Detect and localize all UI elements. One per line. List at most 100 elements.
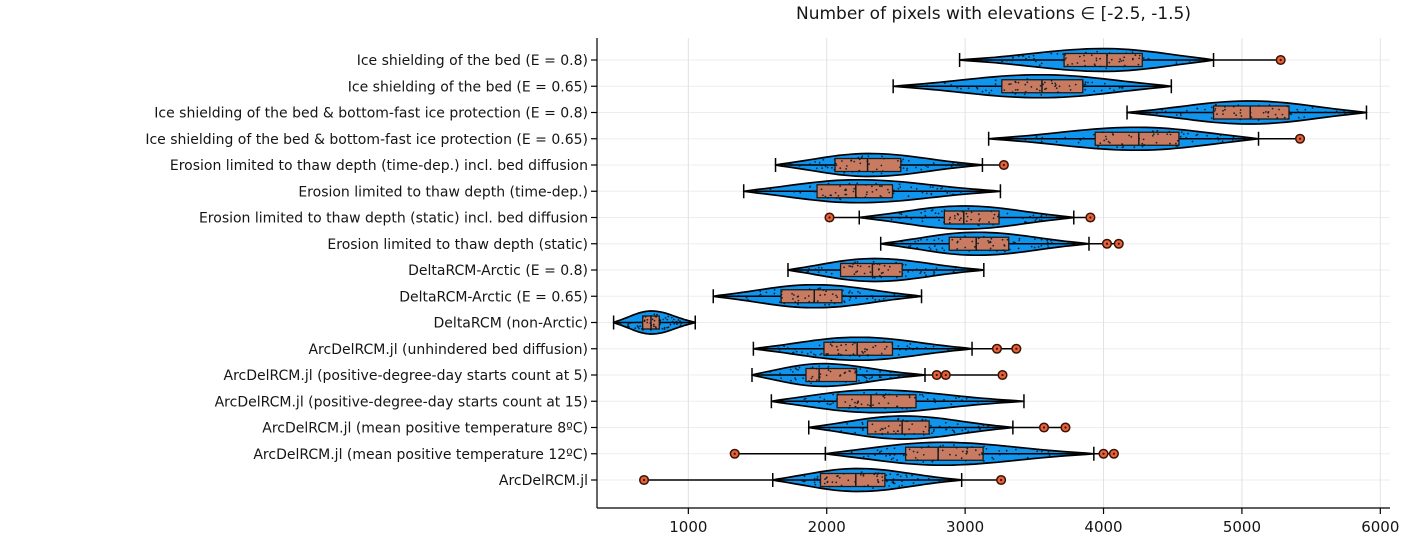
sample-dot: [854, 261, 857, 264]
sample-dot: [888, 393, 891, 396]
sample-dot: [773, 292, 776, 295]
sample-dot: [778, 374, 780, 377]
sample-dot: [661, 327, 664, 330]
sample-dot: [1175, 142, 1177, 145]
sample-dot: [882, 428, 884, 430]
sample-dot: [845, 343, 847, 346]
sample-dot: [961, 399, 963, 402]
iqr-box: [1063, 52, 1143, 68]
sample-dot: [827, 369, 830, 371]
sample-dot: [906, 169, 908, 172]
sample-dot: [997, 427, 1000, 430]
sample-dot: [885, 345, 888, 348]
sample-dot: [1104, 135, 1107, 138]
sample-dot: [881, 185, 883, 188]
sample-dot: [794, 377, 796, 379]
sample-dot: [663, 326, 666, 329]
sample-dot: [971, 446, 974, 448]
sample-dot: [1296, 108, 1299, 111]
category-label: ArcDelRCM.jl (positive-degree-day starts…: [215, 394, 588, 410]
sample-dot: [1023, 93, 1026, 96]
sample-dot: [1105, 67, 1108, 70]
sample-dot: [916, 246, 918, 249]
sample-dot: [1026, 81, 1029, 84]
sample-dot: [811, 375, 814, 378]
sample-dot: [673, 322, 676, 325]
sample-dot: [938, 425, 941, 428]
sample-dot: [982, 424, 985, 427]
sample-dot: [1050, 79, 1053, 82]
sample-dot: [1130, 136, 1133, 138]
sample-dot: [932, 459, 935, 462]
sample-dot: [819, 373, 822, 375]
sample-dot: [865, 193, 868, 196]
sample-dot: [878, 268, 880, 270]
sample-dot: [1040, 62, 1043, 65]
sample-dot: [994, 83, 997, 86]
sample-dot: [1017, 81, 1020, 84]
sample-dot: [908, 396, 911, 399]
sample-dot: [1122, 65, 1125, 68]
sample-dot: [1026, 456, 1029, 459]
sample-dot: [1006, 59, 1008, 62]
sample-dot: [989, 249, 991, 252]
sample-dot: [801, 351, 803, 354]
sample-dot: [953, 444, 955, 447]
sample-dot: [1046, 243, 1049, 246]
sample-dot: [1249, 111, 1252, 114]
sample-dot: [862, 474, 865, 477]
sample-dot: [990, 89, 993, 92]
sample-dot: [882, 298, 885, 300]
sample-dot: [902, 167, 905, 170]
outlier-point-center: [1001, 373, 1004, 377]
sample-dot: [825, 353, 828, 355]
sample-dot: [880, 450, 883, 452]
sample-dot: [832, 340, 834, 343]
sample-dot: [803, 475, 806, 478]
sample-dot: [894, 432, 897, 435]
chart-title: Number of pixels with elevations ∈ [-2.5…: [795, 4, 1192, 24]
sample-dot: [1054, 82, 1057, 85]
sample-dot: [949, 190, 951, 193]
sample-dot: [1122, 146, 1125, 148]
sample-dot: [978, 453, 981, 456]
sample-dot: [1062, 53, 1064, 55]
sample-dot: [999, 453, 1001, 456]
sample-dot: [857, 400, 859, 403]
sample-dot: [1176, 145, 1179, 147]
sample-dot: [905, 349, 907, 351]
sample-dot: [913, 432, 915, 435]
sample-dot: [1245, 137, 1248, 140]
sample-dot: [958, 219, 961, 222]
x-tick-label: 4000: [1084, 518, 1122, 536]
sample-dot: [921, 191, 924, 194]
sample-dot: [961, 429, 964, 432]
sample-dot: [889, 454, 891, 457]
sample-dot: [1137, 63, 1140, 66]
sample-dot: [897, 375, 900, 378]
sample-dot: [646, 318, 649, 321]
sample-dot: [1014, 89, 1017, 91]
sample-dot: [1175, 59, 1178, 62]
sample-dot: [1142, 138, 1145, 141]
sample-dot: [858, 355, 861, 358]
sample-dot: [1010, 59, 1013, 62]
sample-dot: [1002, 249, 1005, 252]
sample-dot: [893, 430, 895, 433]
sample-dot: [773, 289, 776, 291]
sample-dot: [878, 451, 881, 454]
sample-dot: [755, 374, 758, 377]
category-label: DeltaRCM-Arctic (E = 0.65): [399, 289, 588, 305]
sample-dot: [799, 191, 802, 194]
sample-dot: [953, 215, 956, 217]
sample-dot: [950, 403, 953, 406]
sample-dot: [906, 476, 908, 478]
sample-dot: [1164, 110, 1167, 113]
sample-dot: [808, 268, 810, 270]
sample-dot: [983, 445, 985, 448]
sample-dot: [902, 454, 905, 457]
sample-dot: [861, 155, 864, 158]
sample-dot: [819, 353, 822, 356]
sample-dot: [989, 240, 992, 243]
outlier-point-center: [995, 347, 999, 350]
